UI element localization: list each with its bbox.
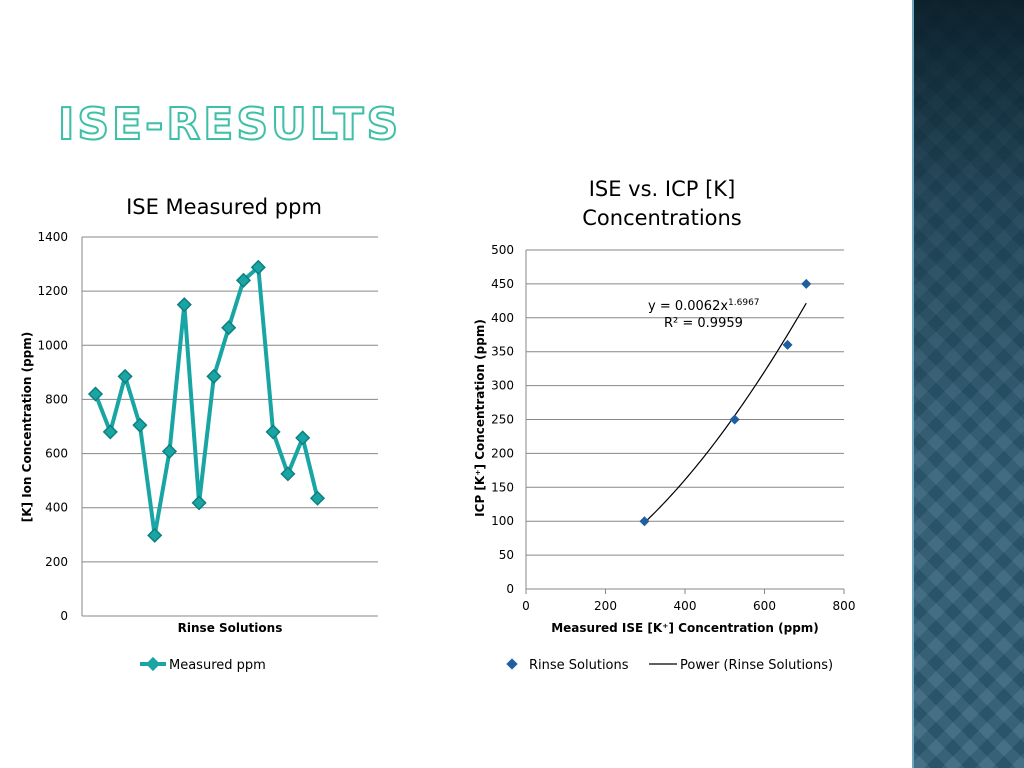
chart2-title-line2: Concentrations bbox=[582, 206, 742, 230]
chart2-data-point bbox=[729, 414, 740, 425]
chart2-data-point bbox=[801, 278, 812, 289]
chart2-data-point bbox=[782, 339, 793, 350]
chart1-series-line bbox=[93, 265, 320, 538]
chart2-legend-label-series: Rinse Solutions bbox=[529, 658, 629, 673]
chart2-x-tick-label: 0 bbox=[522, 599, 530, 613]
chart1-title: ISE Measured ppm bbox=[126, 195, 322, 219]
chart1-y-tick-labels: 0 200 400 600 800 1000 1200 1400 bbox=[37, 230, 68, 623]
chart1-y-tick-label: 1200 bbox=[37, 284, 68, 298]
chart2-y-axis-label: ICP [K⁺] Concentration (ppm) bbox=[473, 319, 487, 517]
chart1-data-point bbox=[309, 490, 326, 506]
chart2-r-squared: R² = 0.9959 bbox=[664, 316, 743, 331]
chart1-data-point bbox=[102, 424, 118, 440]
chart1-data-point bbox=[265, 424, 281, 440]
chart1-y-tick-label: 600 bbox=[45, 447, 68, 461]
chart2-title-line1: ISE vs. ICP [K] bbox=[589, 177, 736, 201]
chart2-y-tick-label: 300 bbox=[491, 379, 514, 393]
chart2-x-tick-label: 600 bbox=[753, 599, 776, 613]
chart1-data-point bbox=[295, 430, 311, 446]
chart2-y-tick-labels: 0 50 100 150 200 250 300 350 400 450 500 bbox=[491, 243, 514, 596]
slide-title: ISE-RESULTS bbox=[57, 99, 402, 150]
chart2-y-tick-label: 250 bbox=[491, 413, 514, 427]
chart2-legend-marker bbox=[506, 658, 518, 670]
chart2-x-tick-labels: 0 200 400 600 800 bbox=[522, 599, 855, 613]
chart2-gridlines bbox=[525, 249, 845, 594]
chart1-data-point bbox=[87, 386, 104, 402]
chart1-data-point bbox=[191, 495, 207, 511]
line-chart-ise-measured: ISE Measured ppm 0 200 400 600 800 1000 1200 14… bbox=[20, 195, 378, 673]
scatter-chart-ise-vs-icp: ISE vs. ICP [K] Concentrations 0 50 100 150… bbox=[473, 177, 855, 673]
chart1-data-point bbox=[206, 368, 222, 384]
chart1-data-point bbox=[161, 443, 178, 459]
chart1-y-tick-label: 800 bbox=[45, 392, 68, 406]
chart1-y-tick-label: 0 bbox=[60, 609, 68, 623]
chart2-y-tick-label: 0 bbox=[506, 582, 514, 596]
chart1-y-tick-label: 1400 bbox=[37, 230, 68, 244]
chart2-y-tick-label: 450 bbox=[491, 277, 514, 291]
chart2-data-points bbox=[639, 278, 812, 527]
chart2-data-point bbox=[639, 516, 650, 527]
chart2-x-tick-label: 200 bbox=[594, 599, 617, 613]
chart2-trendline-equation: y = 0.0062x1.6967 R² = 0.9959 bbox=[648, 298, 760, 331]
chart2-y-tick-label: 150 bbox=[491, 480, 514, 494]
chart1-x-axis-label: Rinse Solutions bbox=[178, 621, 283, 635]
chart1-y-tick-label: 1000 bbox=[37, 338, 68, 352]
chart2-y-tick-label: 400 bbox=[491, 311, 514, 325]
chart2-y-tick-label: 500 bbox=[491, 243, 514, 257]
chart2-x-tick-label: 800 bbox=[833, 599, 856, 613]
chart2-legend-label-trend: Power (Rinse Solutions) bbox=[680, 658, 833, 673]
chart1-y-tick-label: 400 bbox=[45, 501, 68, 515]
chart2-y-tick-label: 350 bbox=[491, 345, 514, 359]
chart1-data-point bbox=[147, 527, 163, 543]
chart2-legend: Rinse Solutions Power (Rinse Solutions) bbox=[506, 658, 833, 673]
chart2-y-tick-label: 200 bbox=[491, 446, 514, 460]
chart1-legend: Measured ppm bbox=[140, 656, 266, 673]
chart1-legend-label: Measured ppm bbox=[169, 658, 266, 673]
chart2-y-tick-label: 50 bbox=[499, 548, 514, 562]
chart2-y-tick-label: 100 bbox=[491, 514, 514, 528]
chart1-y-tick-label: 200 bbox=[45, 555, 68, 569]
chart1-data-point bbox=[250, 259, 266, 275]
chart2-x-axis-label: Measured ISE [K⁺] Concentration (ppm) bbox=[551, 621, 819, 635]
chart1-data-point bbox=[221, 320, 237, 336]
chart1-data-point bbox=[132, 417, 148, 433]
decorative-sidebar bbox=[912, 0, 1024, 768]
chart1-y-axis-label: [K] Ion Concentration (ppm) bbox=[20, 332, 34, 522]
chart2-equation: y = 0.0062x1.6967 bbox=[648, 298, 760, 314]
chart1-data-points bbox=[87, 259, 326, 543]
chart2-x-tick-label: 400 bbox=[674, 599, 697, 613]
chart1-data-point bbox=[280, 466, 296, 482]
chart1-data-point bbox=[235, 272, 252, 288]
chart2-power-trendline bbox=[644, 302, 807, 524]
chart1-legend-marker bbox=[145, 656, 161, 672]
chart1-data-point bbox=[176, 297, 192, 313]
chart1-data-point bbox=[117, 368, 133, 384]
